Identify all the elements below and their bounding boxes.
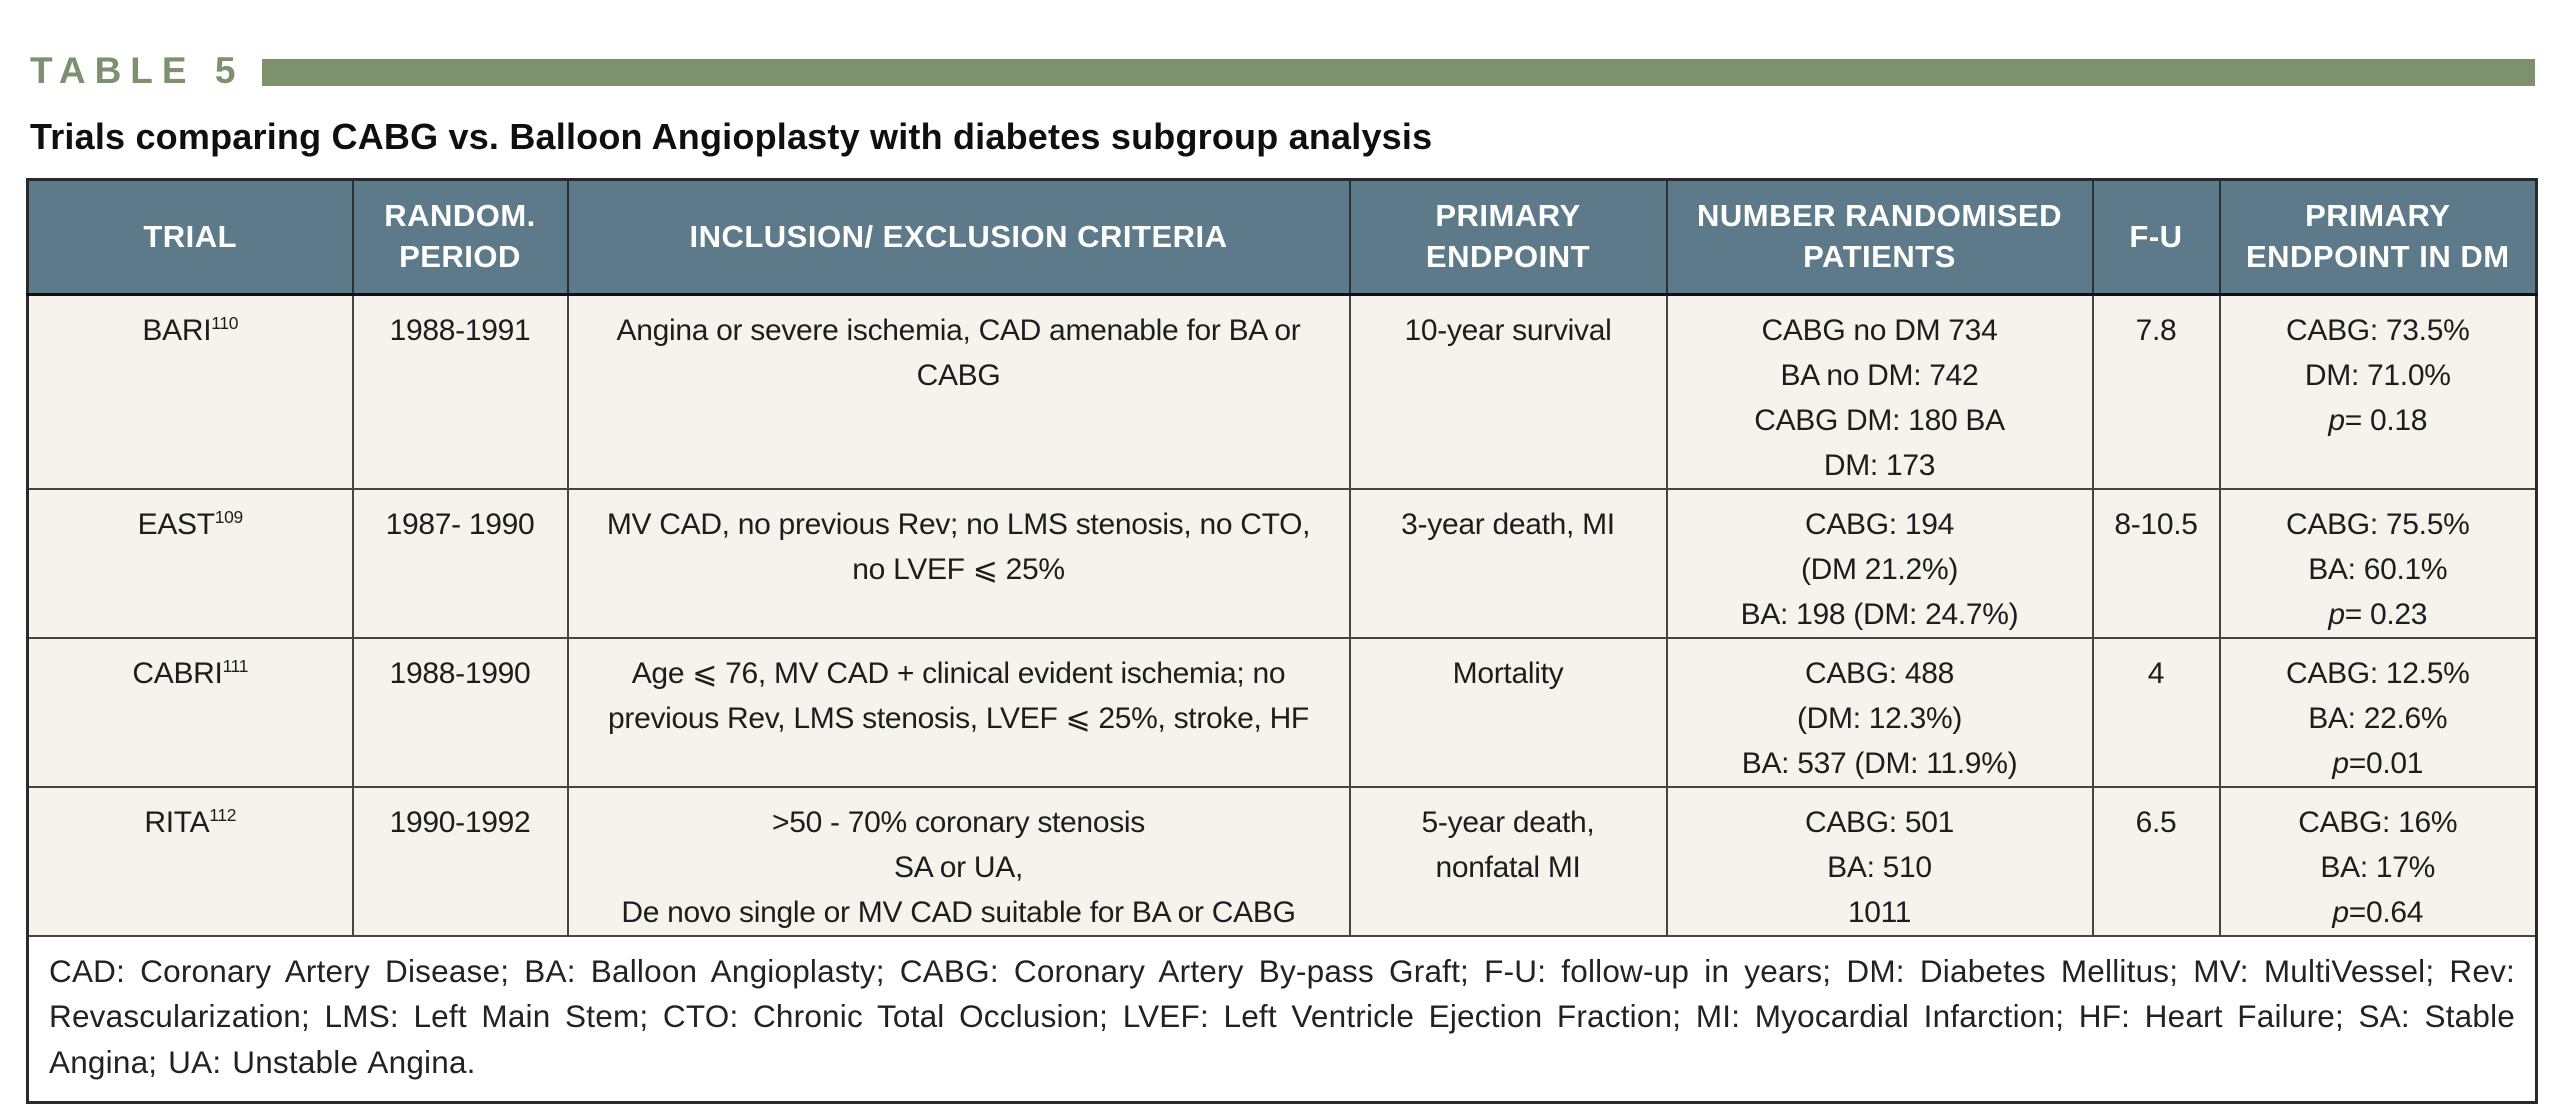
follow-up-cell: 7.8 xyxy=(2091,293,2221,490)
trial-name: RITA xyxy=(144,806,210,839)
endpoint-in-dm-cell: CABG: 75.5% BA: 60.1% p= 0.23 xyxy=(2218,488,2538,639)
number-randomised-cell: CABG: 194 (DM 21.2%) BA: 198 (DM: 24.7%) xyxy=(1665,488,2094,639)
trial-reference: 109 xyxy=(214,507,243,527)
trial-cell: CABRI111 xyxy=(26,637,354,788)
col-header-primary-endpoint: PRIMARY ENDPOINT xyxy=(1348,178,1668,296)
table-caption-row: TABLE 5 xyxy=(30,50,2535,92)
table-row-bari: BARI110 1988-1991 Angina or severe ische… xyxy=(26,293,2538,490)
abbreviations-footnote: CAD: Coronary Artery Disease; BA: Balloo… xyxy=(26,935,2538,1104)
trial-reference: 112 xyxy=(209,805,237,825)
trial-name: BARI xyxy=(142,314,212,347)
table-row-east: EAST109 1987- 1990 MV CAD, no previous R… xyxy=(26,488,2538,639)
col-header-number-randomised: NUMBER RANDOMISED PATIENTS xyxy=(1665,178,2094,296)
primary-endpoint-cell: 10-year survival xyxy=(1348,293,1668,490)
number-randomised-cell: CABG: 488 (DM: 12.3%) BA: 537 (DM: 11.9%… xyxy=(1665,637,2094,788)
follow-up-cell: 4 xyxy=(2091,637,2221,788)
endpoint-in-dm-cell: CABG: 16% BA: 17% p=0.64 xyxy=(2218,786,2538,937)
primary-endpoint-cell: Mortality xyxy=(1348,637,1668,788)
trial-cell: RITA112 xyxy=(26,786,354,937)
header-row: TRIAL RANDOM. PERIOD INCLUSION/ EXCLUSIO… xyxy=(26,178,2538,296)
table-row-rita: RITA112 1990-1992 >50 - 70% coronary ste… xyxy=(26,786,2538,937)
criteria-cell: Angina or severe ischemia, CAD amenable … xyxy=(566,293,1351,490)
random-period-cell: 1988-1991 xyxy=(351,293,569,490)
caption-rule-bar xyxy=(262,59,2535,86)
col-header-criteria: INCLUSION/ EXCLUSION CRITERIA xyxy=(566,178,1351,296)
criteria-cell: MV CAD, no previous Rev; no LMS stenosis… xyxy=(566,488,1351,639)
footnote-row: CAD: Coronary Artery Disease; BA: Balloo… xyxy=(26,935,2538,1104)
follow-up-cell: 8-10.5 xyxy=(2091,488,2221,639)
criteria-cell: Age ⩽ 76, MV CAD + clinical evident isch… xyxy=(566,637,1351,788)
table-row-cabri: CABRI111 1988-1990 Age ⩽ 76, MV CAD + cl… xyxy=(26,637,2538,788)
endpoint-in-dm-cell: CABG: 73.5% DM: 71.0% p= 0.18 xyxy=(2218,293,2538,490)
col-header-trial: TRIAL xyxy=(26,178,354,296)
primary-endpoint-cell: 5-year death, nonfatal MI xyxy=(1348,786,1668,937)
number-randomised-cell: CABG no DM 734 BA no DM: 742 CABG DM: 18… xyxy=(1665,293,2094,490)
trial-reference: 111 xyxy=(222,656,249,676)
trial-name: CABRI xyxy=(132,657,223,690)
random-period-cell: 1987- 1990 xyxy=(351,488,569,639)
col-header-endpoint-in-dm: PRIMARY ENDPOINT IN DM xyxy=(2218,178,2538,296)
number-randomised-cell: CABG: 501 BA: 510 1011 xyxy=(1665,786,2094,937)
trial-cell: EAST109 xyxy=(26,488,354,639)
random-period-cell: 1990-1992 xyxy=(351,786,569,937)
criteria-cell: >50 - 70% coronary stenosis SA or UA, De… xyxy=(566,786,1351,937)
primary-endpoint-cell: 3-year death, MI xyxy=(1348,488,1668,639)
table-number-label: TABLE 5 xyxy=(30,50,245,91)
follow-up-cell: 6.5 xyxy=(2091,786,2221,937)
trial-name: EAST xyxy=(137,508,215,541)
random-period-cell: 1988-1990 xyxy=(351,637,569,788)
trial-reference: 110 xyxy=(211,313,239,333)
trials-comparison-table: TRIAL RANDOM. PERIOD INCLUSION/ EXCLUSIO… xyxy=(26,178,2538,1104)
col-header-follow-up: F-U xyxy=(2091,178,2221,296)
endpoint-in-dm-cell: CABG: 12.5% BA: 22.6% p=0.01 xyxy=(2218,637,2538,788)
col-header-random-period: RANDOM. PERIOD xyxy=(351,178,569,296)
table-title: Trials comparing CABG vs. Balloon Angiop… xyxy=(30,116,1433,157)
trial-cell: BARI110 xyxy=(26,293,354,490)
